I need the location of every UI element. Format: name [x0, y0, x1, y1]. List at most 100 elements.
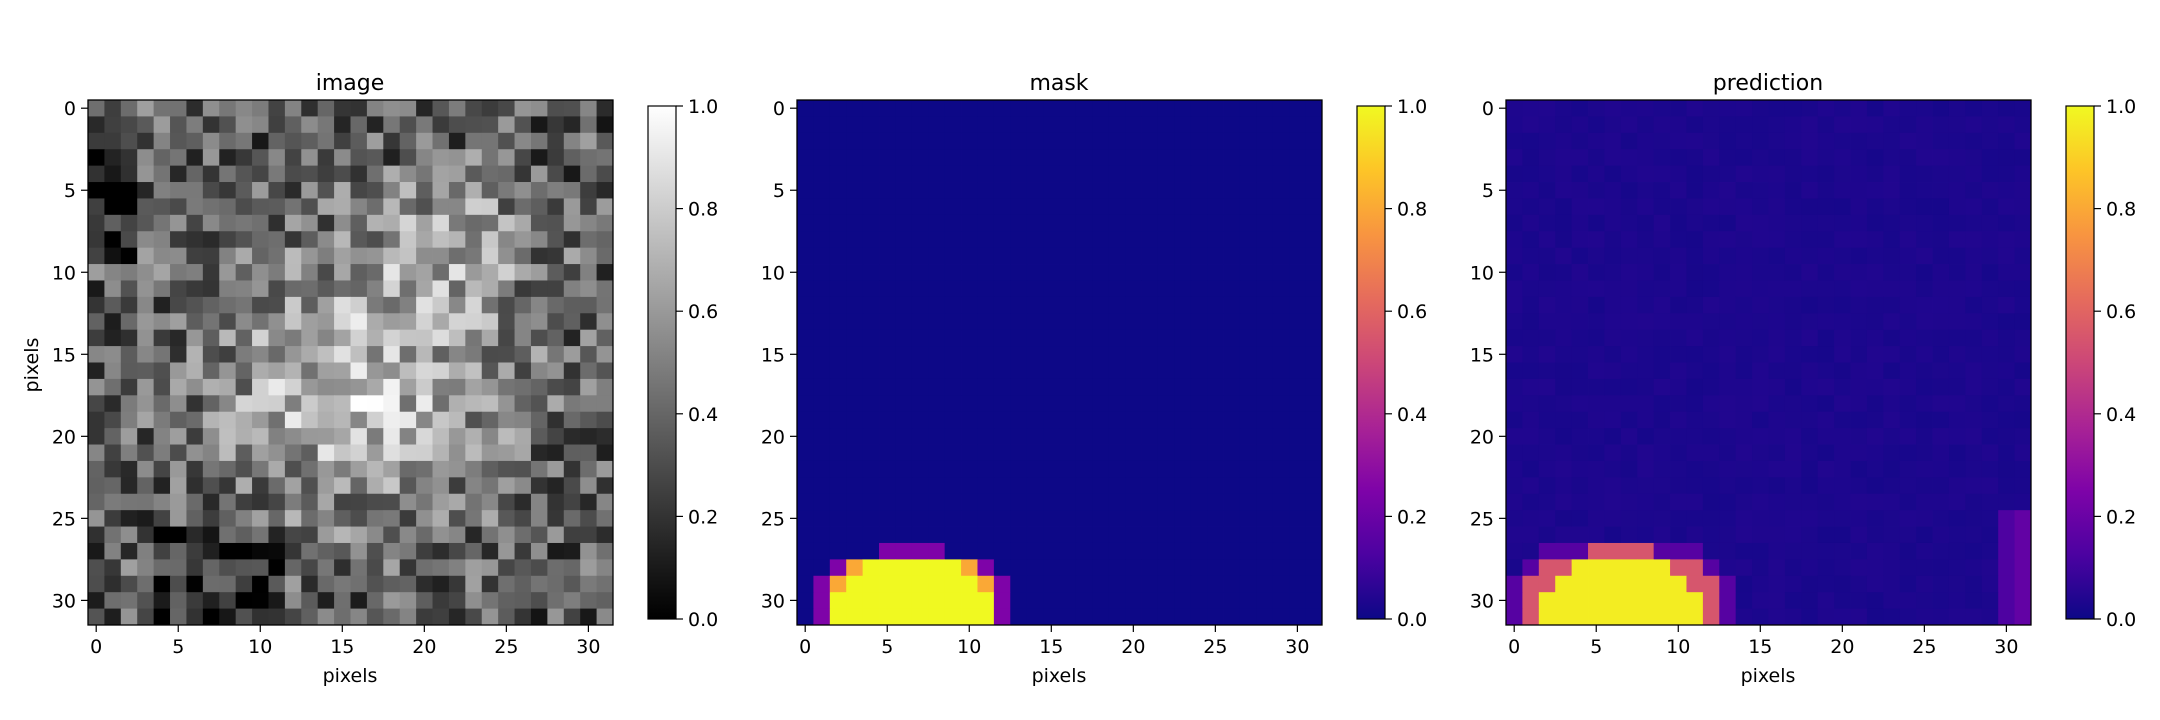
heatmap-cell — [1588, 575, 1605, 593]
heatmap-cell — [1174, 100, 1192, 117]
heatmap-cell — [366, 198, 384, 216]
heatmap-cell — [514, 346, 532, 363]
heatmap-cell — [813, 231, 831, 249]
heatmap-cell — [944, 575, 962, 593]
heatmap-cell — [1752, 100, 1769, 117]
heatmap-cell — [153, 214, 171, 232]
heatmap-cell — [1125, 296, 1142, 314]
heatmap-cell — [219, 116, 237, 134]
heatmap-cell — [797, 542, 814, 560]
heatmap-cell — [1702, 575, 1720, 593]
heatmap-cell — [104, 493, 122, 511]
heatmap-cell — [1948, 411, 1966, 429]
heatmap-cell — [879, 428, 896, 445]
heatmap-cell — [235, 280, 253, 298]
heatmap-cell — [1916, 378, 1933, 396]
heatmap-cell — [993, 165, 1011, 183]
heatmap-cell — [202, 477, 220, 495]
heatmap-cell — [895, 313, 913, 331]
heatmap-cell — [514, 214, 532, 232]
heatmap-cell — [1239, 149, 1257, 167]
heatmap-cell — [1604, 362, 1622, 380]
heatmap-cell — [1174, 280, 1192, 298]
heatmap-cell — [1604, 280, 1622, 298]
heatmap-cell — [829, 247, 847, 265]
heatmap-cell — [235, 559, 253, 577]
heatmap-cell — [120, 575, 138, 593]
heatmap-cell — [1223, 493, 1241, 511]
heatmap-cell — [1588, 313, 1605, 331]
colorbar-tick-label: 0.0 — [688, 609, 718, 631]
heatmap-cell — [829, 182, 847, 199]
heatmap-cell — [1784, 378, 1802, 396]
heatmap-cell — [1588, 296, 1605, 314]
heatmap-cell — [1899, 526, 1917, 544]
heatmap-cell — [895, 165, 913, 183]
heatmap-cell — [88, 116, 105, 134]
heatmap-cell — [829, 165, 847, 183]
y-tick-label: 20 — [761, 426, 785, 448]
heatmap-cell — [334, 477, 351, 495]
heatmap-cell — [1010, 559, 1028, 577]
heatmap-cell — [993, 510, 1011, 527]
heatmap-cell — [895, 526, 913, 544]
heatmap-cell — [219, 378, 237, 396]
heatmap-cell — [1075, 411, 1093, 429]
heatmap-cell — [186, 477, 204, 495]
heatmap-cell — [1784, 149, 1802, 167]
heatmap-cell — [416, 247, 433, 265]
heatmap-cell — [1637, 428, 1655, 445]
heatmap-cell — [1207, 510, 1224, 527]
heatmap-cell — [1043, 428, 1060, 445]
heatmap-cell — [252, 247, 269, 265]
heatmap-cell — [334, 362, 351, 380]
heatmap-cell — [1981, 559, 1999, 577]
heatmap-cell — [1026, 280, 1044, 298]
heatmap-cell — [895, 247, 913, 265]
heatmap-cell — [829, 198, 847, 216]
heatmap-cell — [170, 493, 187, 511]
heatmap-cell — [350, 346, 368, 363]
heatmap-cell — [350, 378, 368, 396]
heatmap-cell — [1948, 428, 1966, 445]
heatmap-cell — [846, 264, 864, 281]
heatmap-cell — [1883, 198, 1901, 216]
heatmap-cell — [1735, 559, 1753, 577]
heatmap-cell — [563, 198, 581, 216]
heatmap-cell — [596, 493, 614, 511]
heatmap-cell — [1272, 362, 1290, 380]
heatmap-cell — [1125, 264, 1142, 281]
heatmap-cell — [993, 296, 1011, 314]
heatmap-cell — [104, 214, 122, 232]
heatmap-cell — [186, 378, 204, 396]
heatmap-cell — [1059, 198, 1077, 216]
heatmap-cell — [1670, 510, 1687, 527]
heatmap-cell — [1190, 411, 1208, 429]
heatmap-cell — [1010, 526, 1028, 544]
heatmap-cell — [547, 280, 565, 298]
heatmap-cell — [911, 182, 929, 199]
x-tick-label: 30 — [1994, 636, 2018, 658]
heatmap-cell — [104, 182, 122, 199]
heatmap-cell — [1092, 542, 1110, 560]
heatmap-cell — [137, 460, 155, 478]
heatmap-cell — [498, 608, 515, 626]
heatmap-cell — [1653, 100, 1671, 117]
heatmap-cell — [1571, 510, 1589, 527]
heatmap-cell — [1010, 444, 1028, 462]
heatmap-cell — [334, 444, 351, 462]
heatmap-cell — [797, 428, 814, 445]
heatmap-cell — [1506, 526, 1523, 544]
heatmap-cell — [961, 395, 978, 413]
heatmap-cell — [911, 198, 929, 216]
heatmap-cell — [1538, 444, 1556, 462]
heatmap-cell — [1752, 510, 1769, 527]
heatmap-cell — [829, 477, 847, 495]
heatmap-cell — [202, 280, 220, 298]
heatmap-cell — [1190, 214, 1208, 232]
heatmap-cell — [1604, 149, 1622, 167]
heatmap-cell — [219, 428, 237, 445]
heatmap-cell — [1637, 231, 1655, 249]
heatmap-cell — [1768, 182, 1786, 199]
heatmap-cell — [813, 100, 831, 117]
